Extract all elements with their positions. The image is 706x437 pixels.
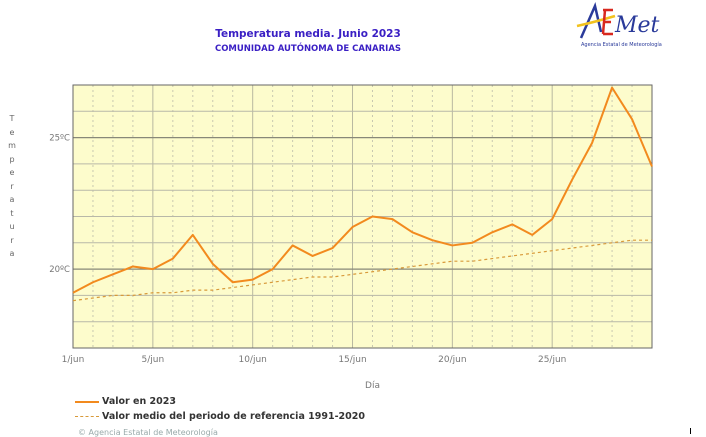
x-tick-label: 1/jun xyxy=(62,355,85,365)
legend-label: Valor medio del periodo de referencia 19… xyxy=(102,411,365,422)
x-tick-label: 15/jun xyxy=(338,355,366,365)
legend-label: Valor en 2023 xyxy=(102,396,176,407)
footer-credit: © Agencia Estatal de Meteorología xyxy=(78,428,218,437)
cursor-mark xyxy=(690,428,691,434)
legend-swatch-dashed xyxy=(75,416,99,417)
y-tick-label: 25ºC xyxy=(49,134,70,144)
legend-swatch-solid xyxy=(75,401,99,403)
legend-item-reference: Valor medio del periodo de referencia 19… xyxy=(75,411,365,422)
x-axis-label: Día xyxy=(365,381,380,391)
x-tick-label: 20/jun xyxy=(438,355,466,365)
legend-item-2023: Valor en 2023 xyxy=(75,396,176,407)
y-tick-label: 20ºC xyxy=(49,265,70,275)
x-tick-label: 5/jun xyxy=(142,355,165,365)
x-tick-label: 25/jun xyxy=(538,355,566,365)
x-tick-label: 10/jun xyxy=(238,355,266,365)
